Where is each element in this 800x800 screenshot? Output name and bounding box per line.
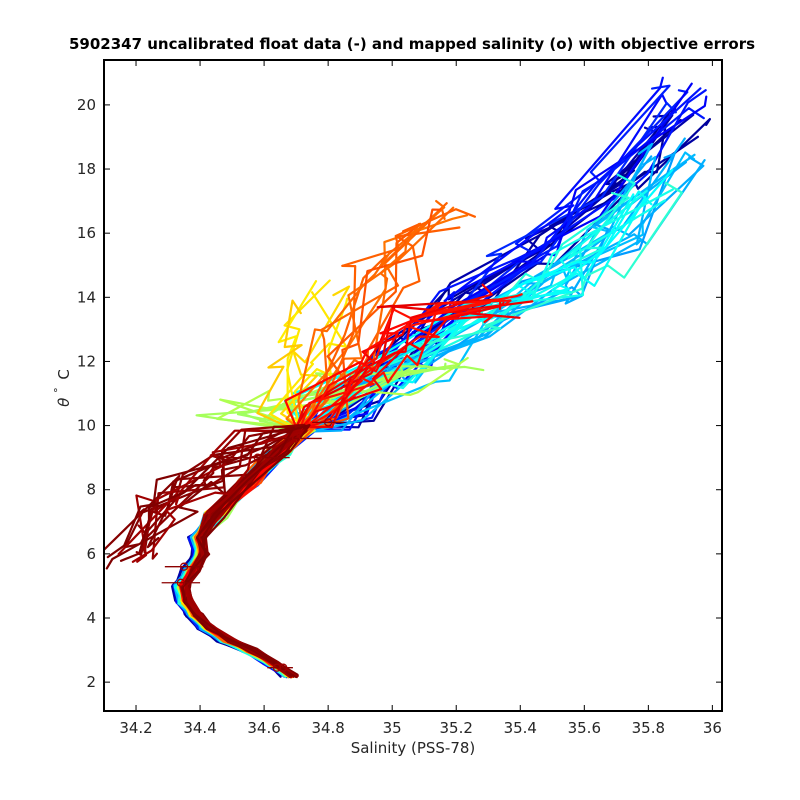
mapped-salinity-marker — [176, 578, 185, 587]
x-tick-label: 35.8 — [632, 719, 665, 737]
data-layer — [104, 76, 711, 679]
y-axis-unit: C — [55, 369, 73, 379]
tick-layer — [104, 60, 722, 711]
y-tick-label: 20 — [77, 96, 96, 114]
x-tick-label: 34.8 — [311, 719, 344, 737]
y-axis-degree: ° — [52, 387, 65, 393]
plot-frame — [103, 59, 723, 712]
y-tick-label: 16 — [77, 224, 96, 242]
mapped-salinity-marker — [291, 434, 301, 443]
y-tick-label: 6 — [86, 545, 96, 563]
y-tick-label: 18 — [77, 160, 96, 178]
chart-title: 5902347 uncalibrated float data (-) and … — [69, 35, 755, 53]
mapped-salinity-marker — [179, 562, 189, 571]
mapped-salinity-marker — [323, 418, 333, 427]
x-tick-label: 36 — [703, 719, 722, 737]
y-tick-label: 8 — [86, 481, 96, 499]
profile-line — [119, 424, 311, 678]
mapped-salinity-layer — [161, 418, 345, 672]
svg-text:θ ° C: θ ° C — [48, 369, 73, 407]
y-tick-label: 12 — [77, 352, 96, 370]
x-tick-label: 35 — [383, 719, 402, 737]
y-axis-label: θ ° C — [48, 369, 73, 407]
y-tick-label: 2 — [86, 673, 96, 691]
x-tick-label: 35.4 — [504, 719, 537, 737]
x-tick-label: 34.6 — [247, 719, 280, 737]
x-tick-label: 35.6 — [568, 719, 601, 737]
x-tick-labels: 34.2 34.4 34.6 34.8 35 35.2 35.4 35.6 35.8 36 — [119, 719, 722, 737]
y-tick-label: 14 — [77, 288, 96, 306]
profile-line — [106, 426, 295, 677]
x-axis-label: Salinity (PSS-78) — [351, 739, 476, 757]
mapped-salinity-marker — [253, 453, 262, 462]
x-tick-label: 34.4 — [183, 719, 216, 737]
y-tick-label: 10 — [77, 417, 96, 435]
x-tick-label: 35.2 — [440, 719, 473, 737]
mapped-salinity-marker — [272, 663, 282, 672]
x-tick-label: 34.2 — [119, 719, 152, 737]
y-tick-label: 4 — [86, 609, 96, 627]
y-tick-labels: 2 4 6 8 10 12 14 16 18 20 — [77, 96, 96, 691]
y-axis-symbol: θ — [55, 398, 73, 407]
